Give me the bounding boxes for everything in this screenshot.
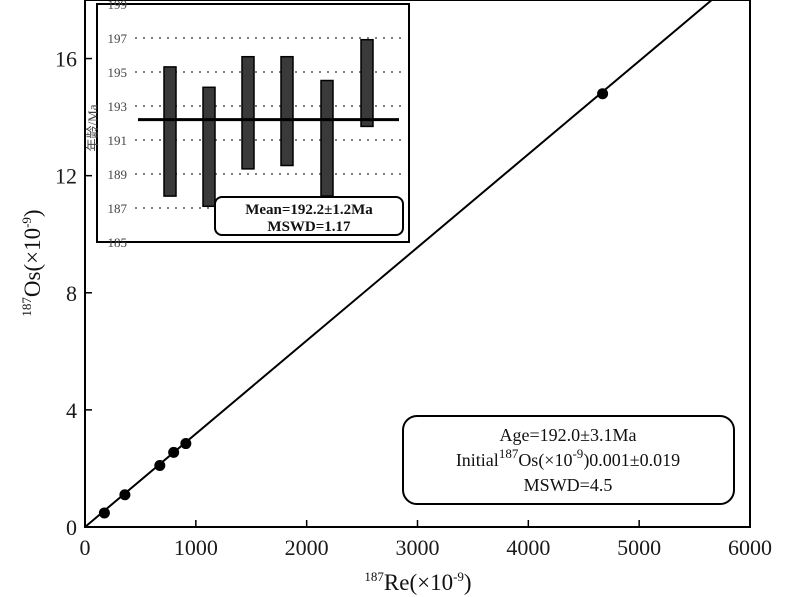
inset-y-tick-label: 185 [108, 235, 128, 250]
inset-y-tick-label: 187 [108, 201, 128, 216]
inset-bars [163, 38, 374, 208]
inset-error-bar [241, 55, 255, 170]
inset-error-bar [163, 66, 177, 197]
weighted-mean-inset: 185 187 189 191 193 195 197 199 年龄/Ma Mean=192.… [85, 0, 410, 250]
age-text: Age=192.0±3.1Ma [499, 425, 636, 445]
data-points [98, 88, 609, 519]
result-annotation-box: Age=192.0±3.1Ma Initial187Os(×10-9)0.001… [402, 415, 735, 505]
data-point [180, 438, 192, 450]
inset-y-axis-title: 年龄/Ma [85, 104, 100, 151]
data-point [154, 460, 166, 472]
x-tick-label: 4000 [506, 535, 550, 560]
x-tick-label: 2000 [285, 535, 329, 560]
data-point [98, 507, 110, 519]
x-axis-title: 187Re(×10-9) [364, 569, 471, 595]
mswd-text: MSWD=4.5 [524, 475, 613, 495]
inset-y-tick-label: 199 [108, 0, 128, 12]
isochron-line [84, 0, 713, 528]
inset-error-bar [360, 38, 374, 128]
inset-error-bar [320, 79, 334, 197]
inset-y-tick-label: 191 [108, 133, 128, 148]
inset-error-bar [202, 86, 216, 208]
inset-y-tick-label: 193 [108, 99, 128, 114]
y-tick-label: 4 [66, 398, 77, 423]
inset-y-tick-label: 189 [108, 167, 128, 182]
y-axis-title: 187Os(×10-9) [19, 209, 45, 316]
data-point [597, 88, 609, 100]
inset-annotation-box: Mean=192.2±1.2Ma MSWD=1.17 [214, 196, 404, 236]
y-axis-ticks: 0 4 8 12 16 [55, 47, 92, 540]
y-tick-label: 0 [66, 515, 77, 540]
x-axis-ticks: 0 1000 2000 3000 4000 5000 6000 [80, 520, 772, 560]
inset-mean-text: Mean=192.2±1.2Ma [245, 202, 373, 218]
y-tick-label: 12 [55, 164, 77, 189]
x-tick-label: 6000 [728, 535, 772, 560]
inset-mswd-text: MSWD=1.17 [267, 219, 351, 235]
data-point [168, 446, 180, 458]
inset-y-axis-ticks: 185 187 189 191 193 195 197 199 [108, 0, 128, 250]
inset-y-tick-label: 197 [108, 31, 128, 46]
main-plot: 0 1000 2000 3000 4000 5000 6000 0 4 8 12 16 187Re(… [19, 0, 772, 595]
x-tick-label: 5000 [617, 535, 661, 560]
data-point [119, 489, 131, 501]
x-tick-label: 0 [80, 535, 91, 560]
inset-error-bar [280, 55, 294, 167]
y-tick-label: 16 [55, 47, 77, 72]
x-tick-label: 1000 [174, 535, 218, 560]
x-tick-label: 3000 [396, 535, 440, 560]
initial-os-text: Initial187Os(×10-9)0.001±0.019 [456, 446, 680, 471]
y-tick-label: 8 [66, 281, 77, 306]
inset-y-tick-label: 195 [108, 65, 128, 80]
